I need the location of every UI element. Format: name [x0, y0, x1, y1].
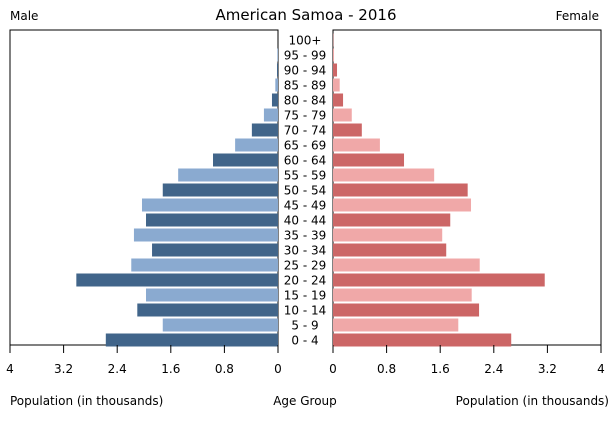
male-label: Male [10, 9, 38, 23]
male-bar-65-69 [235, 139, 278, 152]
age-group-label: 60 - 64 [284, 154, 327, 168]
age-group-label: 40 - 44 [284, 214, 327, 228]
x-tick-label: 0.8 [377, 362, 396, 376]
age-group-label: 35 - 39 [284, 229, 327, 243]
x-tick-label: 2.4 [484, 362, 503, 376]
female-bar-40-44 [333, 214, 450, 227]
male-bar-60-64 [213, 154, 278, 167]
female-bar-80-84 [333, 94, 343, 107]
x-tick-label: 2.4 [108, 362, 127, 376]
x-tick-label: 4 [597, 362, 605, 376]
male-bar-20-24 [76, 274, 278, 287]
female-bar-60-64 [333, 154, 404, 167]
male-bar-5-9 [163, 319, 278, 332]
female-bar-75-79 [333, 109, 352, 122]
female-bar-50-54 [333, 184, 468, 197]
male-bar-95-99 [277, 49, 278, 62]
x-axis-label-male: Population (in thousands) [10, 394, 163, 408]
male-bar-70-74 [252, 124, 278, 137]
age-group-label: 65 - 69 [284, 139, 327, 153]
male-bar-25-29 [131, 259, 278, 272]
female-bar-15-19 [333, 289, 472, 302]
x-axis-label-age-group: Age Group [273, 394, 337, 408]
male-bar-90-94 [277, 64, 278, 77]
female-bar-5-9 [333, 319, 458, 332]
male-bar-75-79 [264, 109, 278, 122]
age-group-label: 30 - 34 [284, 244, 327, 258]
female-bar-85-89 [333, 79, 340, 92]
female-bar-70-74 [333, 124, 362, 137]
female-bar-95-99 [333, 49, 334, 62]
male-bar-50-54 [163, 184, 278, 197]
age-group-label: 75 - 79 [284, 109, 327, 123]
male-bar-30-34 [152, 244, 278, 257]
male-bar-35-39 [134, 229, 278, 242]
female-bar-10-14 [333, 304, 479, 317]
male-bar-10-14 [137, 304, 278, 317]
male-bar-55-59 [178, 169, 278, 182]
female-bar-45-49 [333, 199, 471, 212]
x-tick-label: 1.6 [161, 362, 180, 376]
male-bar-0-4 [106, 334, 278, 347]
female-label: Female [556, 9, 599, 23]
male-bar-85-89 [275, 79, 278, 92]
female-bar-0-4 [333, 334, 511, 347]
age-group-label: 95 - 99 [284, 49, 327, 63]
x-tick-label: 0 [274, 362, 282, 376]
age-group-label: 85 - 89 [284, 79, 327, 93]
female-bar-30-34 [333, 244, 446, 257]
age-group-label: 70 - 74 [284, 124, 327, 138]
female-bar-25-29 [333, 259, 480, 272]
age-group-label: 90 - 94 [284, 64, 327, 78]
x-tick-label: 3.2 [54, 362, 73, 376]
x-tick-label: 0 [329, 362, 337, 376]
female-bar-35-39 [333, 229, 442, 242]
age-group-label: 25 - 29 [284, 259, 327, 273]
x-tick-label: 4 [6, 362, 14, 376]
male-bar-80-84 [272, 94, 278, 107]
female-bar-90-94 [333, 64, 337, 77]
female-bar-20-24 [333, 274, 545, 287]
age-group-label: 5 - 9 [291, 319, 318, 333]
age-group-label: 0 - 4 [291, 334, 318, 348]
age-group-label: 50 - 54 [284, 184, 327, 198]
female-bar-65-69 [333, 139, 380, 152]
age-group-label: 55 - 59 [284, 169, 327, 183]
chart-title: American Samoa - 2016 [216, 6, 397, 24]
female-bar-55-59 [333, 169, 434, 182]
male-bar-45-49 [142, 199, 278, 212]
age-group-label: 10 - 14 [284, 304, 327, 318]
x-axis-label-female: Population (in thousands) [456, 394, 609, 408]
age-group-label: 80 - 84 [284, 94, 327, 108]
x-tick-label: 0.8 [215, 362, 234, 376]
age-group-label: 100+ [289, 34, 322, 48]
male-bar-40-44 [146, 214, 278, 227]
age-group-label: 45 - 49 [284, 199, 327, 213]
age-group-label: 15 - 19 [284, 289, 327, 303]
x-tick-label: 3.2 [538, 362, 557, 376]
male-bar-15-19 [146, 289, 278, 302]
age-group-label: 20 - 24 [284, 274, 327, 288]
x-tick-label: 1.6 [431, 362, 450, 376]
